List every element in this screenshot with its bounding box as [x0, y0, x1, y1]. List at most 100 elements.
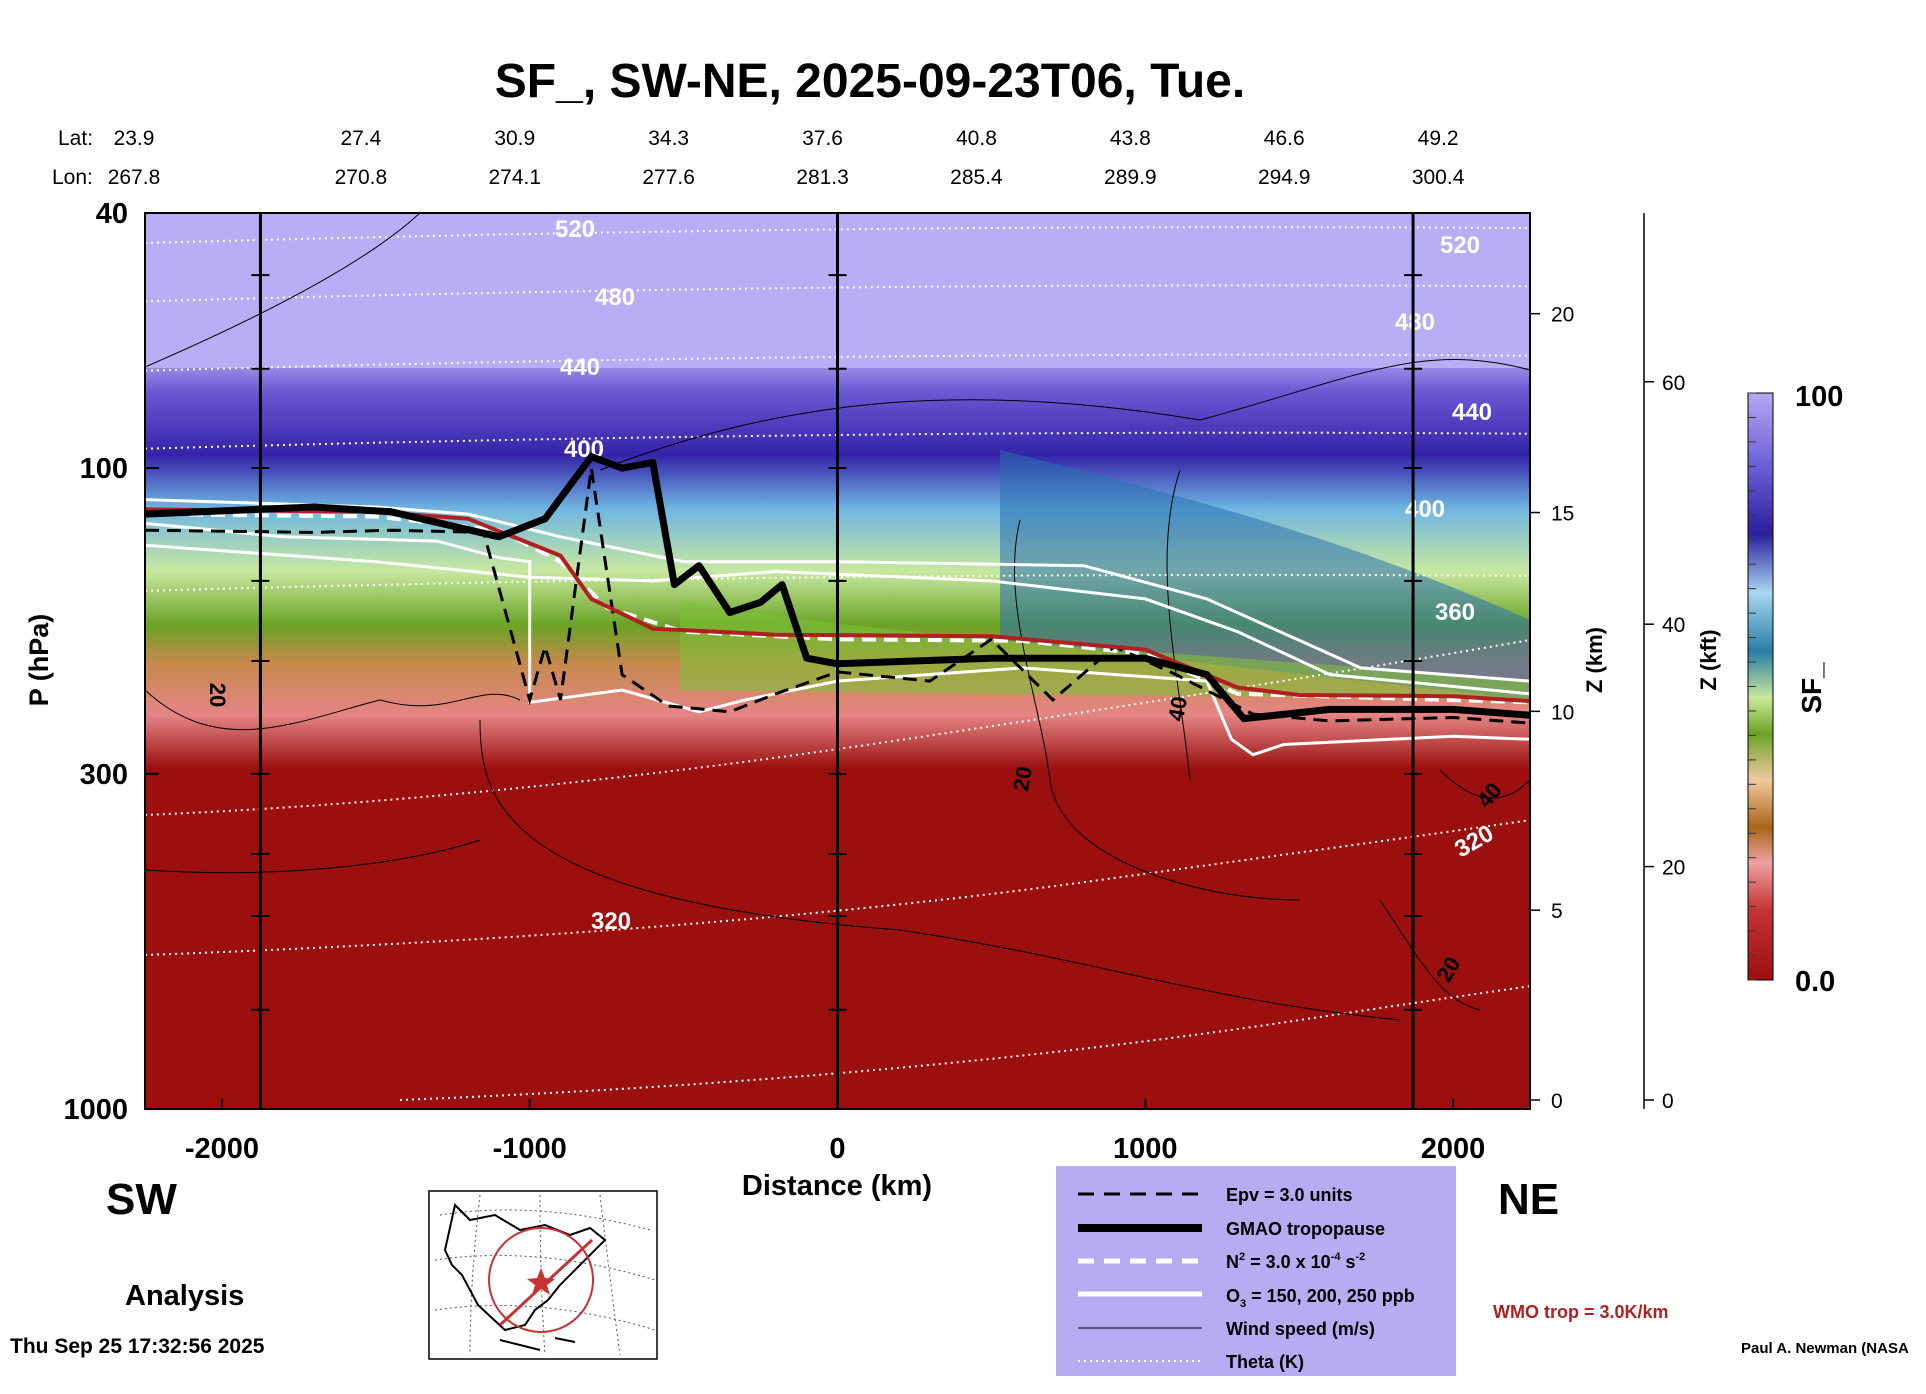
x-axis-title: Distance (km)	[742, 1170, 932, 1202]
analysis-label: Analysis	[125, 1280, 244, 1312]
lon-value: 274.1	[488, 166, 541, 189]
lat-value: 43.8	[1110, 127, 1151, 150]
legend: Epv = 3.0 units GMAO tropopause N2 = 3.0…	[1056, 1166, 1456, 1376]
wind-contour	[1166, 469, 1191, 781]
z-km-tick-label: 10	[1551, 701, 1574, 724]
theta-label: 520	[1440, 232, 1480, 259]
z-km-tick-label: 5	[1551, 900, 1563, 923]
lon-value: 281.3	[796, 166, 849, 189]
z-kft-tick-label: 20	[1662, 857, 1685, 880]
y-tick-label: 1000	[63, 1094, 128, 1126]
lat-value: 27.4	[340, 127, 381, 150]
z-kft-tick-label: 40	[1662, 614, 1685, 637]
wind-contour	[1439, 769, 1530, 799]
lat-lon-labels: 23.9 267.8 27.4 270.8 30.9 274.1 34.3 277.6 37.6…	[108, 127, 1465, 189]
y-tick-label: 300	[80, 759, 128, 791]
o3-contour	[145, 498, 1530, 683]
lon-value: 267.8	[108, 166, 161, 189]
wind-label: 20	[1008, 764, 1037, 792]
x-tick-label: -1000	[493, 1133, 567, 1165]
z-km-axis-title: Z (km)	[1582, 627, 1607, 693]
o3-contour	[145, 521, 1530, 757]
theta-label: 400	[1405, 496, 1445, 523]
sw-label: SW	[106, 1175, 177, 1224]
axes: -2000 -1000 0 1000 2000 40 100 300 1000 0 5 10 15 20 0…	[63, 198, 1685, 1165]
map-range-ring	[488, 1227, 594, 1333]
theta-contour	[399, 985, 1530, 1101]
legend-wind-speed: Wind speed (m/s)	[1226, 1319, 1375, 1339]
lon-value: 289.9	[1104, 166, 1157, 189]
z-km-tick-label: 15	[1551, 503, 1574, 526]
map-center-star-icon	[527, 1268, 555, 1295]
ne-label: NE	[1498, 1175, 1559, 1224]
lon-value: 294.9	[1258, 166, 1311, 189]
theta-label: 320	[591, 908, 631, 935]
x-tick-label: 1000	[1113, 1133, 1178, 1165]
legend-theta: Theta (K)	[1226, 1352, 1304, 1372]
colorbar-max-label: 100	[1795, 381, 1843, 413]
lat-value: 40.8	[956, 127, 997, 150]
wmo-tropopause-line	[145, 507, 1530, 704]
x-tick-label: 2000	[1421, 1133, 1486, 1165]
lon-value: 270.8	[335, 166, 388, 189]
sf-field-ne-blue	[1000, 450, 1530, 700]
legend-epv: Epv = 3.0 units	[1226, 1185, 1353, 1205]
wind-contour	[145, 689, 521, 731]
x-tick-label: 0	[829, 1133, 845, 1165]
timestamp: Thu Sep 25 17:32:56 2025	[10, 1335, 265, 1358]
lon-value: 285.4	[950, 166, 1003, 189]
wmo-trop-label: WMO trop = 3.0K/km	[1493, 1302, 1669, 1322]
wind-contour	[479, 719, 1401, 1021]
lat-value: 30.9	[494, 127, 535, 150]
theta-label: 440	[1452, 399, 1492, 426]
theta-label: 480	[1395, 309, 1435, 336]
z-km-tick-label: 0	[1551, 1090, 1563, 1113]
y-tick-label: 40	[96, 198, 128, 230]
lat-value: 23.9	[114, 127, 155, 150]
map-coastline	[443, 1203, 607, 1351]
lat-row-label: Lat:	[58, 127, 93, 150]
x-tick-label: -2000	[185, 1133, 259, 1165]
colorbar-min-label: 0.0	[1795, 966, 1835, 998]
lat-value: 49.2	[1418, 127, 1459, 150]
o3-contour	[145, 543, 1530, 696]
inset-map	[428, 1190, 658, 1360]
wind-label: 20	[205, 683, 230, 707]
colorbar-title: SF_	[1796, 662, 1827, 714]
lon-value: 277.6	[642, 166, 695, 189]
credit: Paul A. Newman (NASA	[1741, 1340, 1909, 1357]
wind-contour	[1014, 519, 1301, 901]
wind-contour	[599, 359, 1530, 471]
z-kft-tick-label: 0	[1662, 1090, 1674, 1113]
lon-row-label: Lon:	[52, 166, 93, 189]
legend-o3: O3 = 150, 200, 250 ppb	[1226, 1286, 1415, 1310]
lon-value: 300.4	[1412, 166, 1465, 189]
wind-contour	[145, 839, 481, 874]
epv-contour	[145, 467, 1530, 725]
lat-value: 37.6	[802, 127, 843, 150]
z-km-tick-label: 20	[1551, 304, 1574, 327]
theta-label: 360	[1435, 599, 1475, 626]
theta-label: 440	[560, 354, 600, 381]
legend-n2: N2 = 3.0 x 10-4 s-2	[1226, 1251, 1365, 1272]
wind-contour	[145, 213, 421, 368]
theta-label: 520	[555, 216, 595, 243]
vertical-marker-lines	[251, 213, 1423, 1109]
chart-title: SF_, SW-NE, 2025-09-23T06, Tue.	[495, 55, 1245, 108]
legend-gmao-tropopause: GMAO tropopause	[1226, 1219, 1385, 1239]
z-kft-tick-label: 60	[1662, 372, 1685, 395]
wind-label: 40	[1163, 694, 1192, 722]
colorbar-ticks	[1748, 392, 1756, 981]
theta-contour	[145, 819, 1530, 956]
gmao-tropopause-line	[145, 453, 1530, 723]
theta-label: 480	[595, 284, 635, 311]
y-axis-title: P (hPa)	[24, 614, 54, 707]
wind-contour	[1379, 899, 1481, 1011]
lat-value: 34.3	[648, 127, 689, 150]
trace-lines	[145, 453, 1530, 757]
legend-box	[1056, 1166, 1456, 1376]
y-tick-label: 100	[80, 453, 128, 485]
z-kft-axis-title: Z (kft)	[1696, 629, 1721, 690]
